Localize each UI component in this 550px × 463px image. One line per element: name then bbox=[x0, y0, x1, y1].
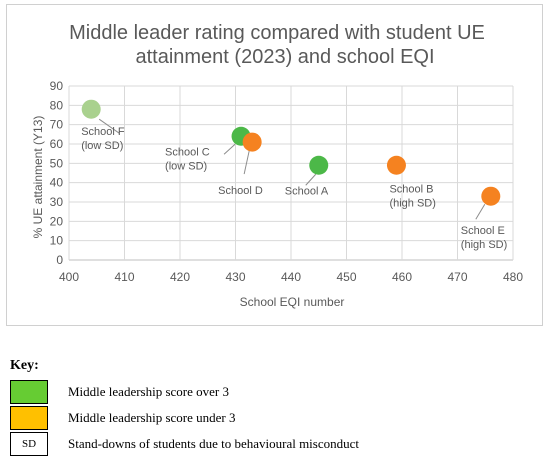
key-text-under-3: Middle leadership score under 3 bbox=[68, 410, 236, 425]
point-label: School D bbox=[218, 185, 263, 197]
y-tick-label: 0 bbox=[56, 253, 63, 267]
y-tick-label: 90 bbox=[50, 79, 64, 93]
label-leader-lines bbox=[98, 118, 486, 220]
chart-title-line-2: attainment (2023) and school EQI bbox=[135, 46, 434, 68]
key-text-over-3: Middle leadership score over 3 bbox=[68, 384, 230, 399]
x-tick-label: 410 bbox=[114, 270, 134, 284]
x-axis-label: School EQI number bbox=[240, 295, 345, 309]
point-label: School E bbox=[461, 225, 505, 237]
chart-title-line-1: Middle leader rating compared with stude… bbox=[69, 22, 485, 44]
sd-swatch: SD bbox=[10, 432, 48, 456]
x-tick-label: 450 bbox=[336, 270, 356, 284]
y-tick-label: 30 bbox=[50, 195, 64, 209]
point-label: (low SD) bbox=[165, 160, 207, 172]
key-legend: Key: Middle leadership score over 3 Midd… bbox=[10, 358, 540, 458]
key-heading: Key: bbox=[10, 358, 39, 373]
leader-line bbox=[305, 173, 317, 186]
leader-line bbox=[243, 150, 250, 175]
data-points bbox=[81, 99, 501, 206]
y-tick-label: 20 bbox=[50, 214, 64, 228]
green-swatch bbox=[10, 380, 48, 404]
point-label: School C bbox=[165, 146, 210, 158]
y-tick-label: 10 bbox=[50, 234, 64, 248]
y-tick-label: 40 bbox=[50, 176, 64, 190]
leader-line bbox=[223, 143, 236, 155]
x-tick-label: 420 bbox=[170, 270, 190, 284]
gridlines bbox=[68, 85, 514, 261]
x-tick-label: 430 bbox=[225, 270, 245, 284]
data-point bbox=[309, 155, 329, 175]
y-tick-label: 70 bbox=[50, 118, 64, 132]
data-point bbox=[386, 155, 406, 175]
x-tick-label: 400 bbox=[59, 270, 79, 284]
key-text-sd: Stand-downs of students due to behaviour… bbox=[68, 436, 360, 451]
y-tick-label: 60 bbox=[50, 137, 64, 151]
y-tick-label: 50 bbox=[50, 156, 64, 170]
tick-labels: 0 10 20 30 40 50 60 70 80 90 400 410 420 430 440 450 460… bbox=[50, 79, 524, 284]
point-label: School B bbox=[389, 183, 433, 195]
point-label: (low SD) bbox=[81, 140, 123, 152]
key-row-sd: SD Stand-downs of students due to behavi… bbox=[10, 432, 540, 458]
x-tick-label: 440 bbox=[281, 270, 301, 284]
point-label: (high SD) bbox=[389, 197, 435, 209]
yellow-swatch bbox=[10, 406, 48, 430]
key-row-under-3: Middle leadership score under 3 bbox=[10, 406, 540, 432]
x-tick-label: 480 bbox=[503, 270, 523, 284]
chart-frame: Middle leader rating compared with stude… bbox=[6, 4, 543, 326]
leader-line bbox=[98, 118, 120, 134]
point-label: (high SD) bbox=[461, 239, 507, 251]
key-row-over-3: Middle leadership score over 3 bbox=[10, 380, 540, 406]
x-tick-label: 460 bbox=[392, 270, 412, 284]
x-tick-label: 470 bbox=[447, 270, 467, 284]
point-labels: School F (low SD) School C (low SD) School D… bbox=[81, 126, 507, 251]
leader-line bbox=[475, 203, 486, 220]
data-point bbox=[81, 99, 101, 119]
y-axis-label: % UE attainment (Y13) bbox=[31, 116, 45, 239]
data-point bbox=[242, 132, 262, 152]
data-point bbox=[481, 186, 501, 206]
point-label: School F bbox=[81, 126, 125, 138]
scatter-chart: Middle leader rating compared with stude… bbox=[31, 22, 524, 309]
y-tick-label: 80 bbox=[50, 98, 64, 112]
point-label: School A bbox=[285, 185, 329, 197]
